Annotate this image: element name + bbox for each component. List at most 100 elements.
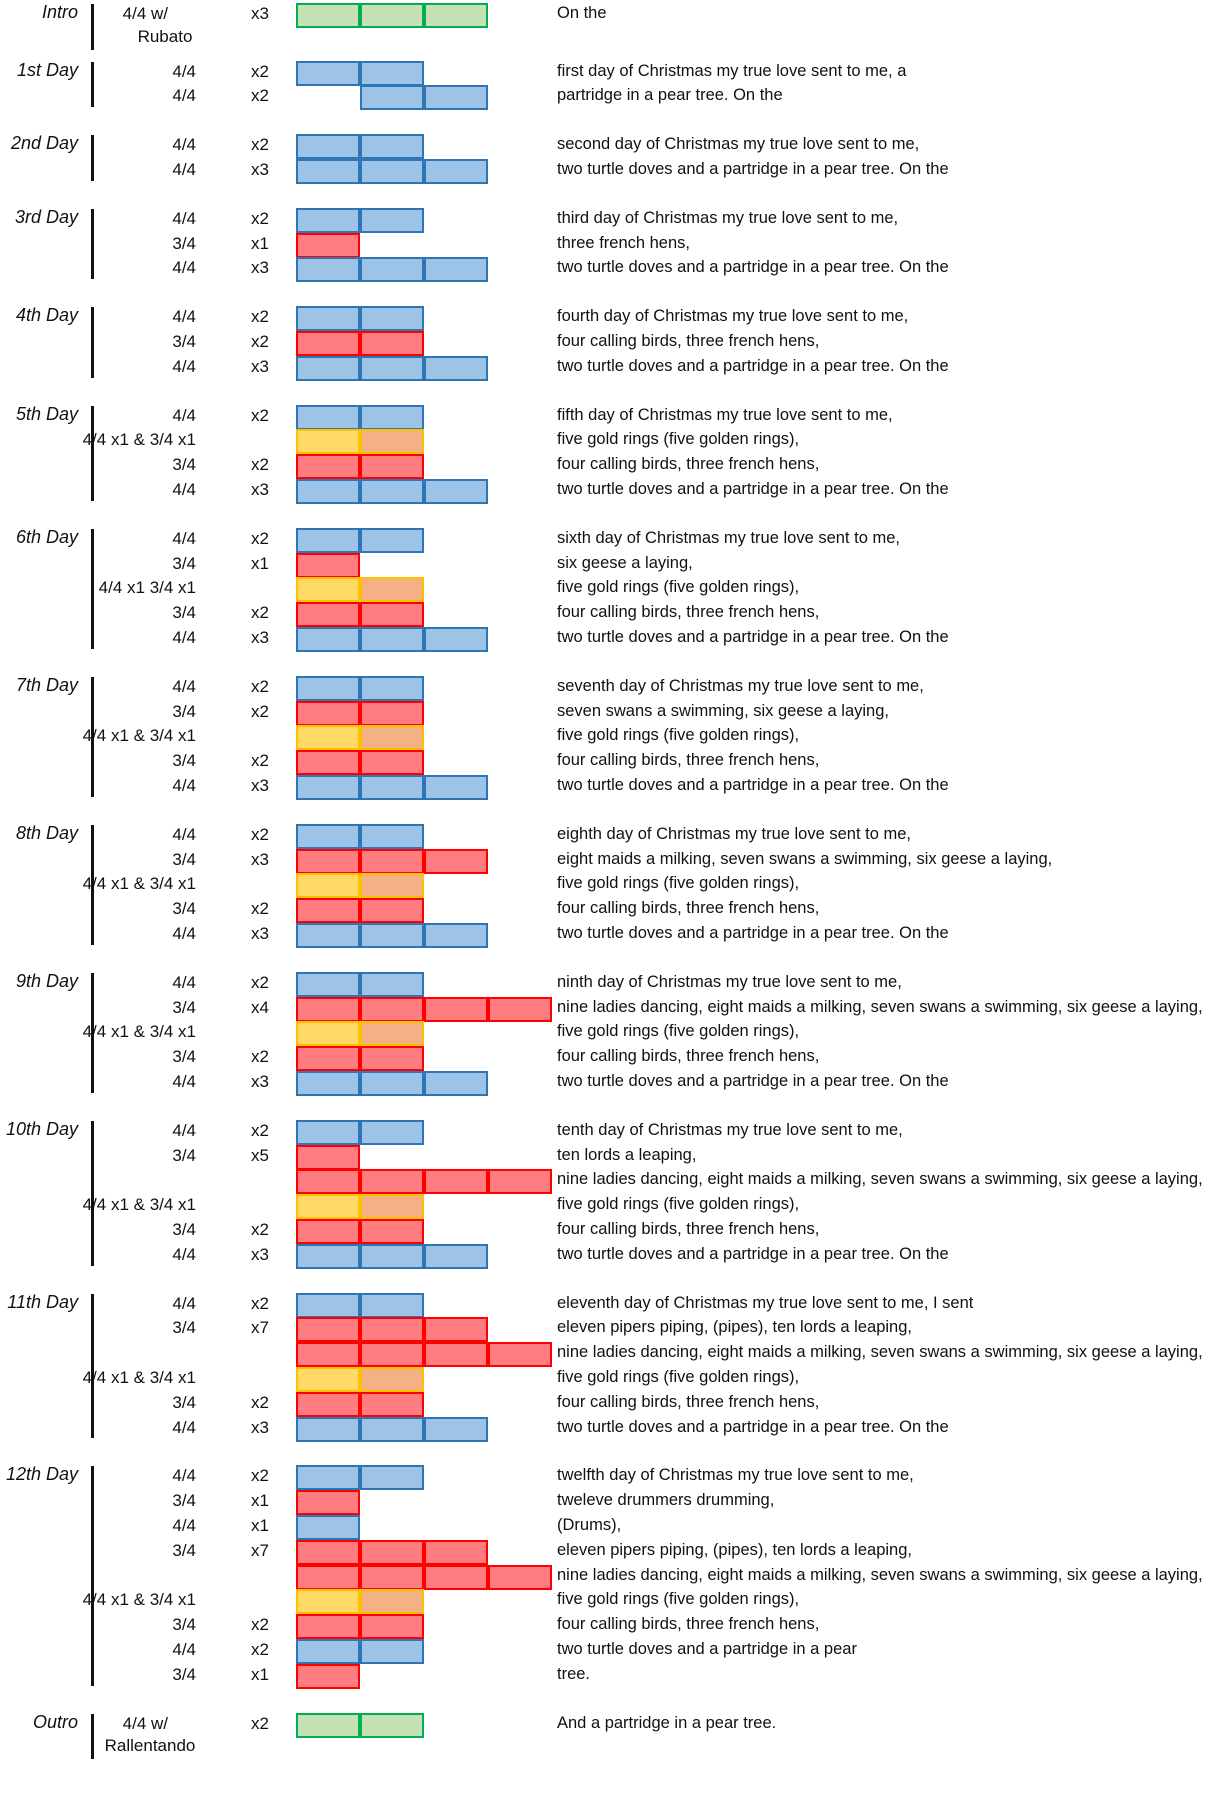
measure-cell: [296, 1071, 360, 1096]
lyric-line: fifth day of Christmas my true love sent…: [557, 405, 893, 424]
meter-label: 3/4: [172, 553, 196, 573]
measure-cell: [296, 1465, 360, 1491]
measure-cell: [360, 1564, 424, 1590]
lyric-line: eight maids a milking, seven swans a swi…: [557, 849, 1053, 868]
repeat-count: x3: [251, 849, 269, 869]
measure-cell: [360, 1539, 424, 1565]
measure-cell: [296, 873, 360, 899]
lyric-line: second day of Christmas my true love sen…: [557, 135, 920, 154]
measure-cell: [296, 1614, 360, 1640]
measure-cell: [296, 3, 360, 28]
measure-cell: [296, 675, 360, 701]
section-title: 4th Day: [15, 305, 78, 326]
section-bar: [91, 972, 94, 1093]
section-bar: [91, 1466, 94, 1686]
measure-cell: [296, 60, 360, 86]
measure-cell: [488, 1169, 552, 1195]
measure-cell: [296, 1367, 360, 1392]
section-title: 12th Day: [5, 1464, 78, 1485]
measure-cell: [360, 159, 424, 184]
measure-cell: [296, 159, 360, 184]
section-bar: [91, 307, 94, 378]
repeat-count: x2: [251, 307, 269, 327]
section-title: Outro: [32, 1711, 78, 1732]
measure-cell: [296, 923, 360, 948]
measure-cell: [360, 923, 424, 948]
meter-label: 3/4: [172, 1615, 196, 1635]
measure-cell: [488, 1564, 552, 1590]
lyric-line: five gold rings (five golden rings),: [557, 430, 800, 449]
measure-cell: [296, 1712, 360, 1738]
repeat-count: x2: [251, 1220, 269, 1239]
lyric-line: six geese a laying,: [557, 553, 693, 572]
meter-label: 3/4: [172, 1392, 196, 1412]
lyric-line: nine ladies dancing, eight maids a milki…: [557, 1343, 1203, 1362]
measure-cell: [296, 257, 360, 283]
section-bar: [91, 208, 94, 280]
meter-label: 3/4: [172, 332, 196, 351]
measure-cell: [360, 675, 424, 701]
lyric-line: nine ladies dancing, eight maids a milki…: [557, 997, 1203, 1016]
lyric-line: seven swans a swimming, six geese a layi…: [557, 701, 889, 720]
measure-cell: [360, 1589, 424, 1615]
repeat-count: x3: [251, 628, 269, 647]
repeat-count: x3: [251, 1072, 269, 1091]
measure-cell: [424, 627, 488, 652]
measure-cell: [360, 725, 424, 751]
meter-label: 4/4: [172, 1516, 196, 1535]
measure-cell: [424, 3, 488, 28]
lyric-line: two turtle doves and a partridge in a pe…: [557, 160, 949, 178]
repeat-count: x3: [251, 356, 269, 376]
measure-cell: [296, 134, 360, 160]
measure-cell: [360, 207, 424, 233]
measure-cell: [360, 1317, 424, 1343]
lyric-line: four calling birds, three french hens,: [557, 1392, 820, 1411]
measure-cell: [360, 700, 424, 726]
meter-label: 4/4: [172, 208, 196, 228]
lyric-line: twelfth day of Christmas my true love se…: [557, 1466, 914, 1485]
meter-label: 4/4: [172, 1417, 196, 1437]
repeat-count: x7: [251, 1318, 269, 1338]
meter-label: 4/4 x1 & 3/4 x1: [82, 1590, 196, 1610]
meter-label: 4/4: [172, 1120, 196, 1140]
measure-cell: [360, 848, 424, 874]
measure-cell: [488, 1342, 552, 1368]
measure-cell: [296, 1219, 360, 1244]
measure-cell: [296, 898, 360, 924]
section-bar: [91, 1120, 94, 1266]
meter-label: 4/4: [172, 1244, 196, 1264]
section-title: 9th Day: [15, 970, 78, 991]
measure-cell: [424, 479, 488, 504]
meter-label: 3/4: [172, 701, 196, 721]
measure-cell: [360, 85, 424, 111]
lyric-line: And a partridge in a pear tree.: [557, 1713, 777, 1732]
meter-label: 3/4: [172, 849, 196, 869]
measure-cell: [296, 1490, 360, 1516]
section-bar: [91, 405, 94, 501]
lyric-line: two turtle doves and a partridge in a pe…: [557, 1072, 949, 1090]
measure-cell: [424, 159, 488, 184]
lyric-line: eleven pipers piping, (pipes), ten lords…: [557, 1318, 912, 1337]
repeat-count: x2: [251, 86, 269, 106]
measure-cell: [360, 1292, 424, 1318]
measure-cell: [296, 429, 360, 455]
meter-label: 4/4: [172, 258, 196, 278]
repeat-count: x2: [251, 972, 269, 992]
lyric-line: ten lords a leaping,: [557, 1145, 697, 1164]
meter-label: 4/4: [172, 972, 196, 992]
meter-label: 3/4: [172, 899, 196, 919]
measure-cell: [360, 134, 424, 160]
lyric-line: two turtle doves and a partridge in a pe…: [557, 628, 949, 646]
measure-cell: [296, 823, 360, 849]
measure-cell: [360, 1169, 424, 1195]
meter-label: 3/4: [172, 603, 196, 623]
section-bar: [91, 528, 94, 649]
repeat-count: x2: [251, 751, 269, 771]
repeat-count: x2: [251, 332, 269, 351]
section-title: 5th Day: [15, 403, 78, 424]
repeat-count: x1: [251, 1516, 269, 1535]
repeat-count: x2: [251, 61, 269, 81]
repeat-count: x2: [251, 899, 269, 919]
repeat-count: x2: [251, 1293, 269, 1313]
measure-cell: [424, 1342, 488, 1368]
